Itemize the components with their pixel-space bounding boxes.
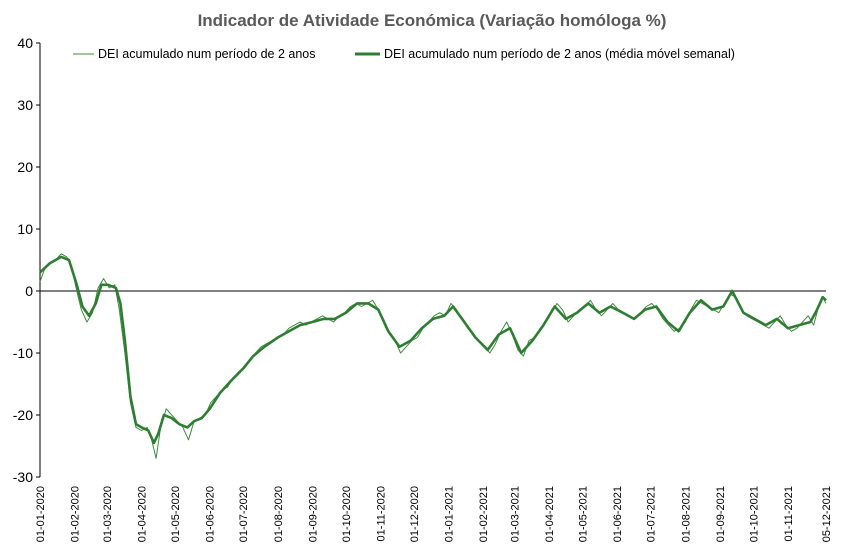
- x-tick-label: 01-11-2021: [783, 486, 795, 541]
- y-tick-label: -10: [13, 345, 33, 361]
- axes: [39, 43, 826, 477]
- series-lines: [39, 253, 827, 459]
- x-tick-label: 01-09-2021: [715, 486, 727, 542]
- y-tick-label: -30: [13, 469, 33, 485]
- y-tick-label: 10: [17, 221, 33, 237]
- series-line-daily: [39, 253, 827, 459]
- x-tick-label: 01-06-2020: [205, 486, 217, 542]
- x-tick-label: 01-09-2020: [307, 486, 319, 542]
- legend-label-thick: DEI acumulado num período de 2 anos (méd…: [384, 47, 735, 61]
- x-tick-label: 01-10-2021: [748, 486, 760, 542]
- x-tick-label: 01-12-2020: [409, 486, 421, 542]
- legend-label-thin: DEI acumulado num período de 2 anos: [98, 47, 316, 61]
- x-tick-label: 01-07-2021: [646, 486, 658, 542]
- x-tick-label: 01-04-2020: [137, 486, 149, 542]
- y-tick-label: 20: [17, 159, 33, 175]
- x-tick-label: 01-03-2021: [510, 486, 522, 542]
- x-tick-label: 01-10-2020: [341, 486, 353, 542]
- x-tick-label: 01-05-2021: [578, 486, 590, 542]
- series-line-moving-average: [39, 255, 827, 445]
- x-tick-label: 01-01-2020: [35, 486, 47, 542]
- chart-title: Indicador de Atividade Económica (Variaç…: [198, 11, 667, 30]
- x-tick-label: 05-12-2021: [821, 486, 833, 542]
- y-tick-label: 40: [17, 35, 33, 51]
- x-tick-label: 01-08-2021: [680, 486, 692, 542]
- y-axis-ticks: 40 30 20 10 0 -10 -20 -30: [13, 35, 40, 485]
- y-tick-label: -20: [13, 407, 33, 423]
- x-axis-ticks: 01-01-2020 01-02-2020 01-03-2020 01-04-2020…: [35, 486, 833, 542]
- x-tick-label: 01-11-2020: [376, 486, 388, 541]
- x-tick-label: 01-06-2021: [612, 486, 624, 542]
- x-tick-label: 01-02-2021: [478, 486, 490, 542]
- x-tick-label: 01-01-2021: [444, 486, 456, 542]
- y-tick-label: 30: [17, 97, 33, 113]
- x-tick-label: 01-02-2020: [70, 486, 82, 542]
- y-tick-label: 0: [25, 283, 33, 299]
- x-tick-label: 01-07-2020: [238, 486, 250, 542]
- legend: DEI acumulado num período de 2 anos DEI …: [73, 47, 735, 61]
- x-tick-label: 01-08-2020: [273, 486, 285, 542]
- x-tick-label: 01-03-2020: [102, 486, 114, 542]
- x-tick-label: 01-05-2020: [170, 486, 182, 542]
- x-tick-label: 01-04-2021: [544, 486, 556, 542]
